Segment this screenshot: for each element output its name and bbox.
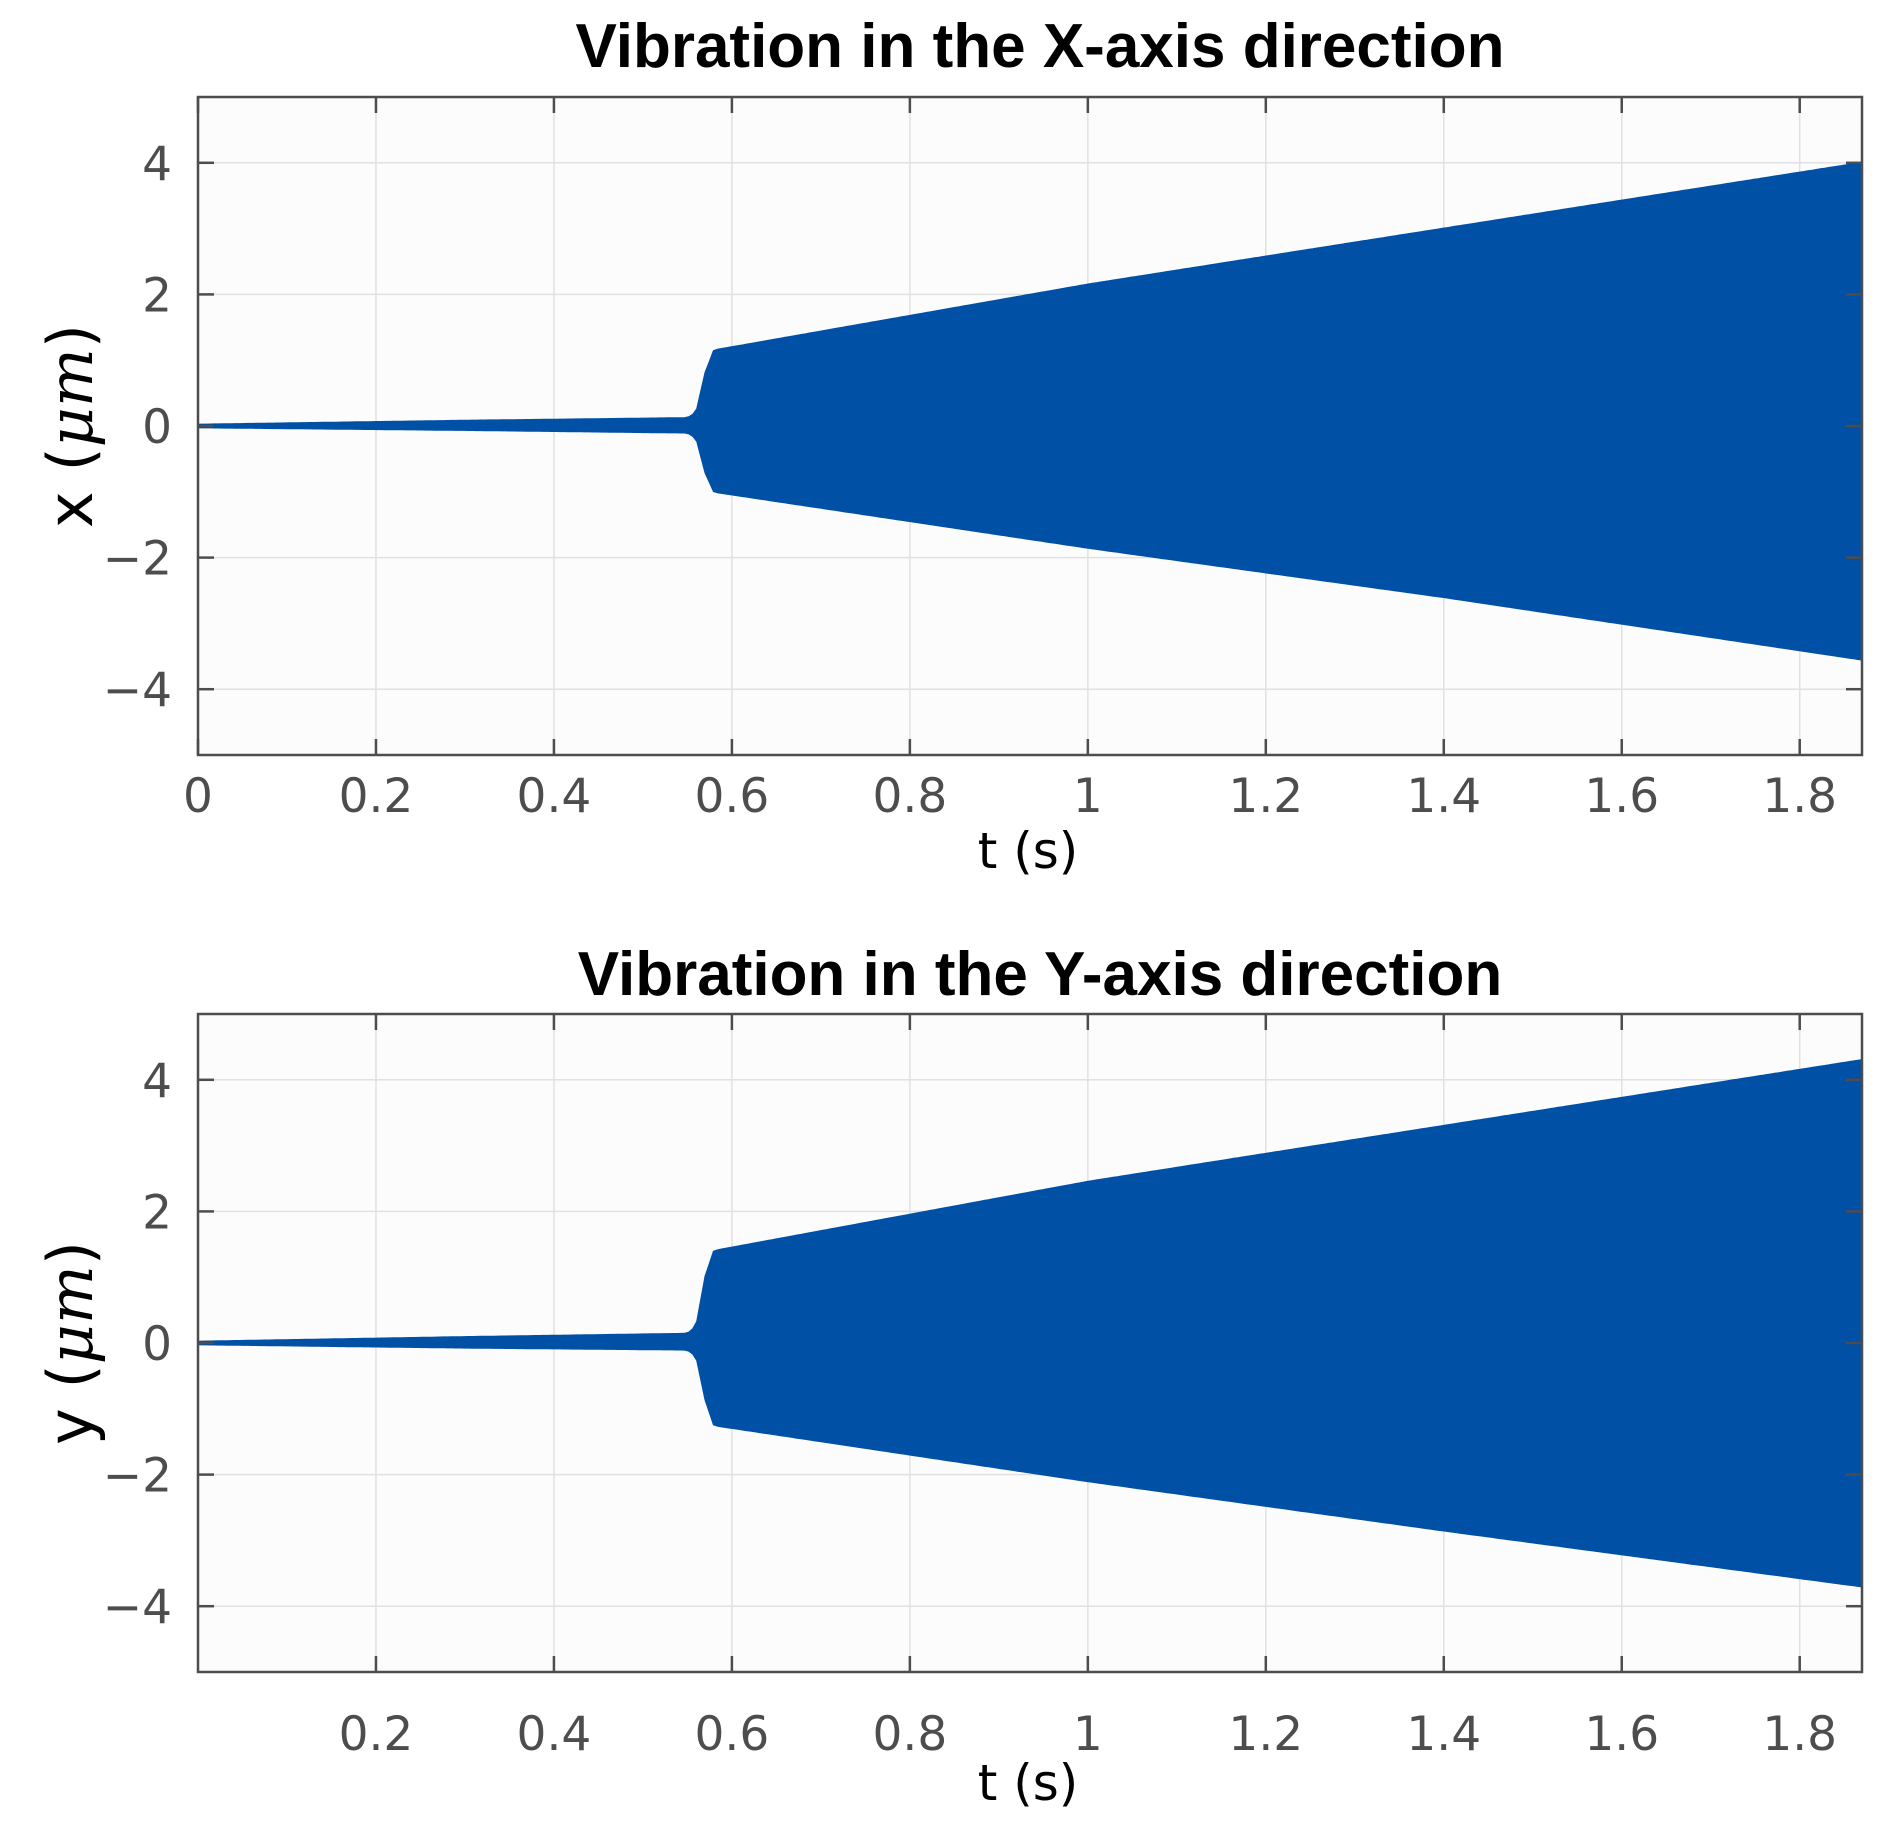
y-tick-label: 4 (142, 1054, 172, 1109)
x-tick-label: 0.8 (872, 1707, 947, 1762)
y-tick-label: −4 (103, 1580, 172, 1635)
y-axis-label: y (μm) (34, 1241, 107, 1445)
x-axis-label: t (s) (978, 1754, 1079, 1812)
x-tick-label: 0.6 (695, 1707, 770, 1762)
x-tick-label: 1 (1073, 1707, 1103, 1762)
x-tick-label: 1.2 (1228, 1707, 1303, 1762)
y-tick-label: −2 (103, 1449, 172, 1504)
x-tick-label: 1.6 (1584, 1707, 1659, 1762)
y-tick-label: 0 (142, 1317, 172, 1372)
x-tick-label: 0.8 (872, 769, 947, 824)
chart-title: Vibration in the Y-axis direction (578, 940, 1503, 1009)
y-axis-label-open: ( (34, 447, 107, 491)
y-axis-label-open: ( (34, 1364, 107, 1408)
x-tick-label: 1.4 (1406, 1707, 1481, 1762)
y-tick-label: −2 (103, 532, 172, 587)
y-axis-label-var: y (34, 1408, 107, 1445)
x-tick-label: 0.2 (339, 1707, 414, 1762)
y-axis-label: x (μm) (34, 324, 107, 528)
chart-x-vibration: 0 0.2 0.4 0.6 0.8 1 1.2 1.4 1.6 1.8 4 2 0 −2 −4 Vibrati… (34, 12, 1864, 880)
y-tick-label: 2 (142, 268, 172, 323)
x-axis-label: t (s) (978, 822, 1079, 880)
y-axis-label-unit: μm (34, 1265, 107, 1364)
y-tick-label: 2 (142, 1185, 172, 1240)
y-axis-label-close: ) (34, 324, 107, 348)
y-axis-label-close: ) (34, 1241, 107, 1265)
x-tick-label: 0 (183, 769, 213, 824)
y-axis-label-var: x (34, 491, 107, 528)
x-tick-label: 0.4 (517, 769, 592, 824)
x-tick-label: 1.8 (1762, 1707, 1837, 1762)
x-tick-label: 0.4 (517, 1707, 592, 1762)
x-tick-label: 1.2 (1228, 769, 1303, 824)
x-tick-label: 1.4 (1406, 769, 1481, 824)
y-tick-label: 4 (142, 137, 172, 192)
y-axis-label-unit: μm (34, 348, 107, 447)
x-tick-label: 0.6 (695, 769, 770, 824)
chart-title: Vibration in the X-axis direction (575, 12, 1504, 81)
y-tick-label: 0 (142, 400, 172, 455)
x-tick-label: 1 (1073, 769, 1103, 824)
x-tick-label: 0.2 (339, 769, 414, 824)
x-tick-label: 1.6 (1584, 769, 1659, 824)
chart-y-vibration: 0.2 0.4 0.6 0.8 1 1.2 1.4 1.6 1.8 4 2 0 −2 −4 Vibratio… (34, 940, 1864, 1812)
y-tick-label: −4 (103, 663, 172, 718)
x-tick-label: 1.8 (1762, 769, 1837, 824)
